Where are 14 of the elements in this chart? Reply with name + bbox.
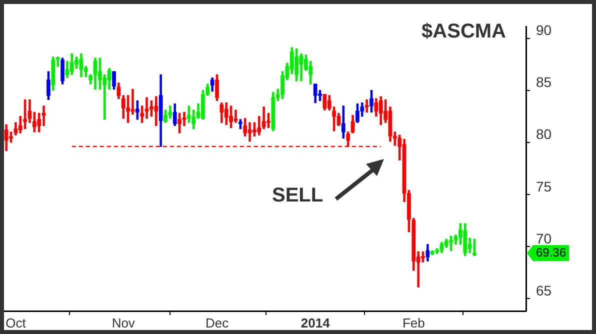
x-tick-label: Dec <box>205 315 230 330</box>
y-tick-label: 75 <box>536 178 552 194</box>
y-tick-label: 80 <box>536 126 552 142</box>
y-tick-label: 85 <box>536 74 552 90</box>
x-tick-label: Feb <box>402 315 425 330</box>
y-tick-label: 70 <box>536 230 552 246</box>
x-tick-label: Nov <box>112 315 136 330</box>
x-tick-label: 2014 <box>300 315 331 330</box>
y-tick-label: 65 <box>536 282 552 298</box>
annotation: SELL <box>272 184 324 207</box>
text: 69.36 <box>536 245 566 260</box>
y-tick-label: 90 <box>536 22 552 38</box>
chart-title: $ASCMA <box>422 20 506 43</box>
x-tick-label: Oct <box>6 315 26 330</box>
